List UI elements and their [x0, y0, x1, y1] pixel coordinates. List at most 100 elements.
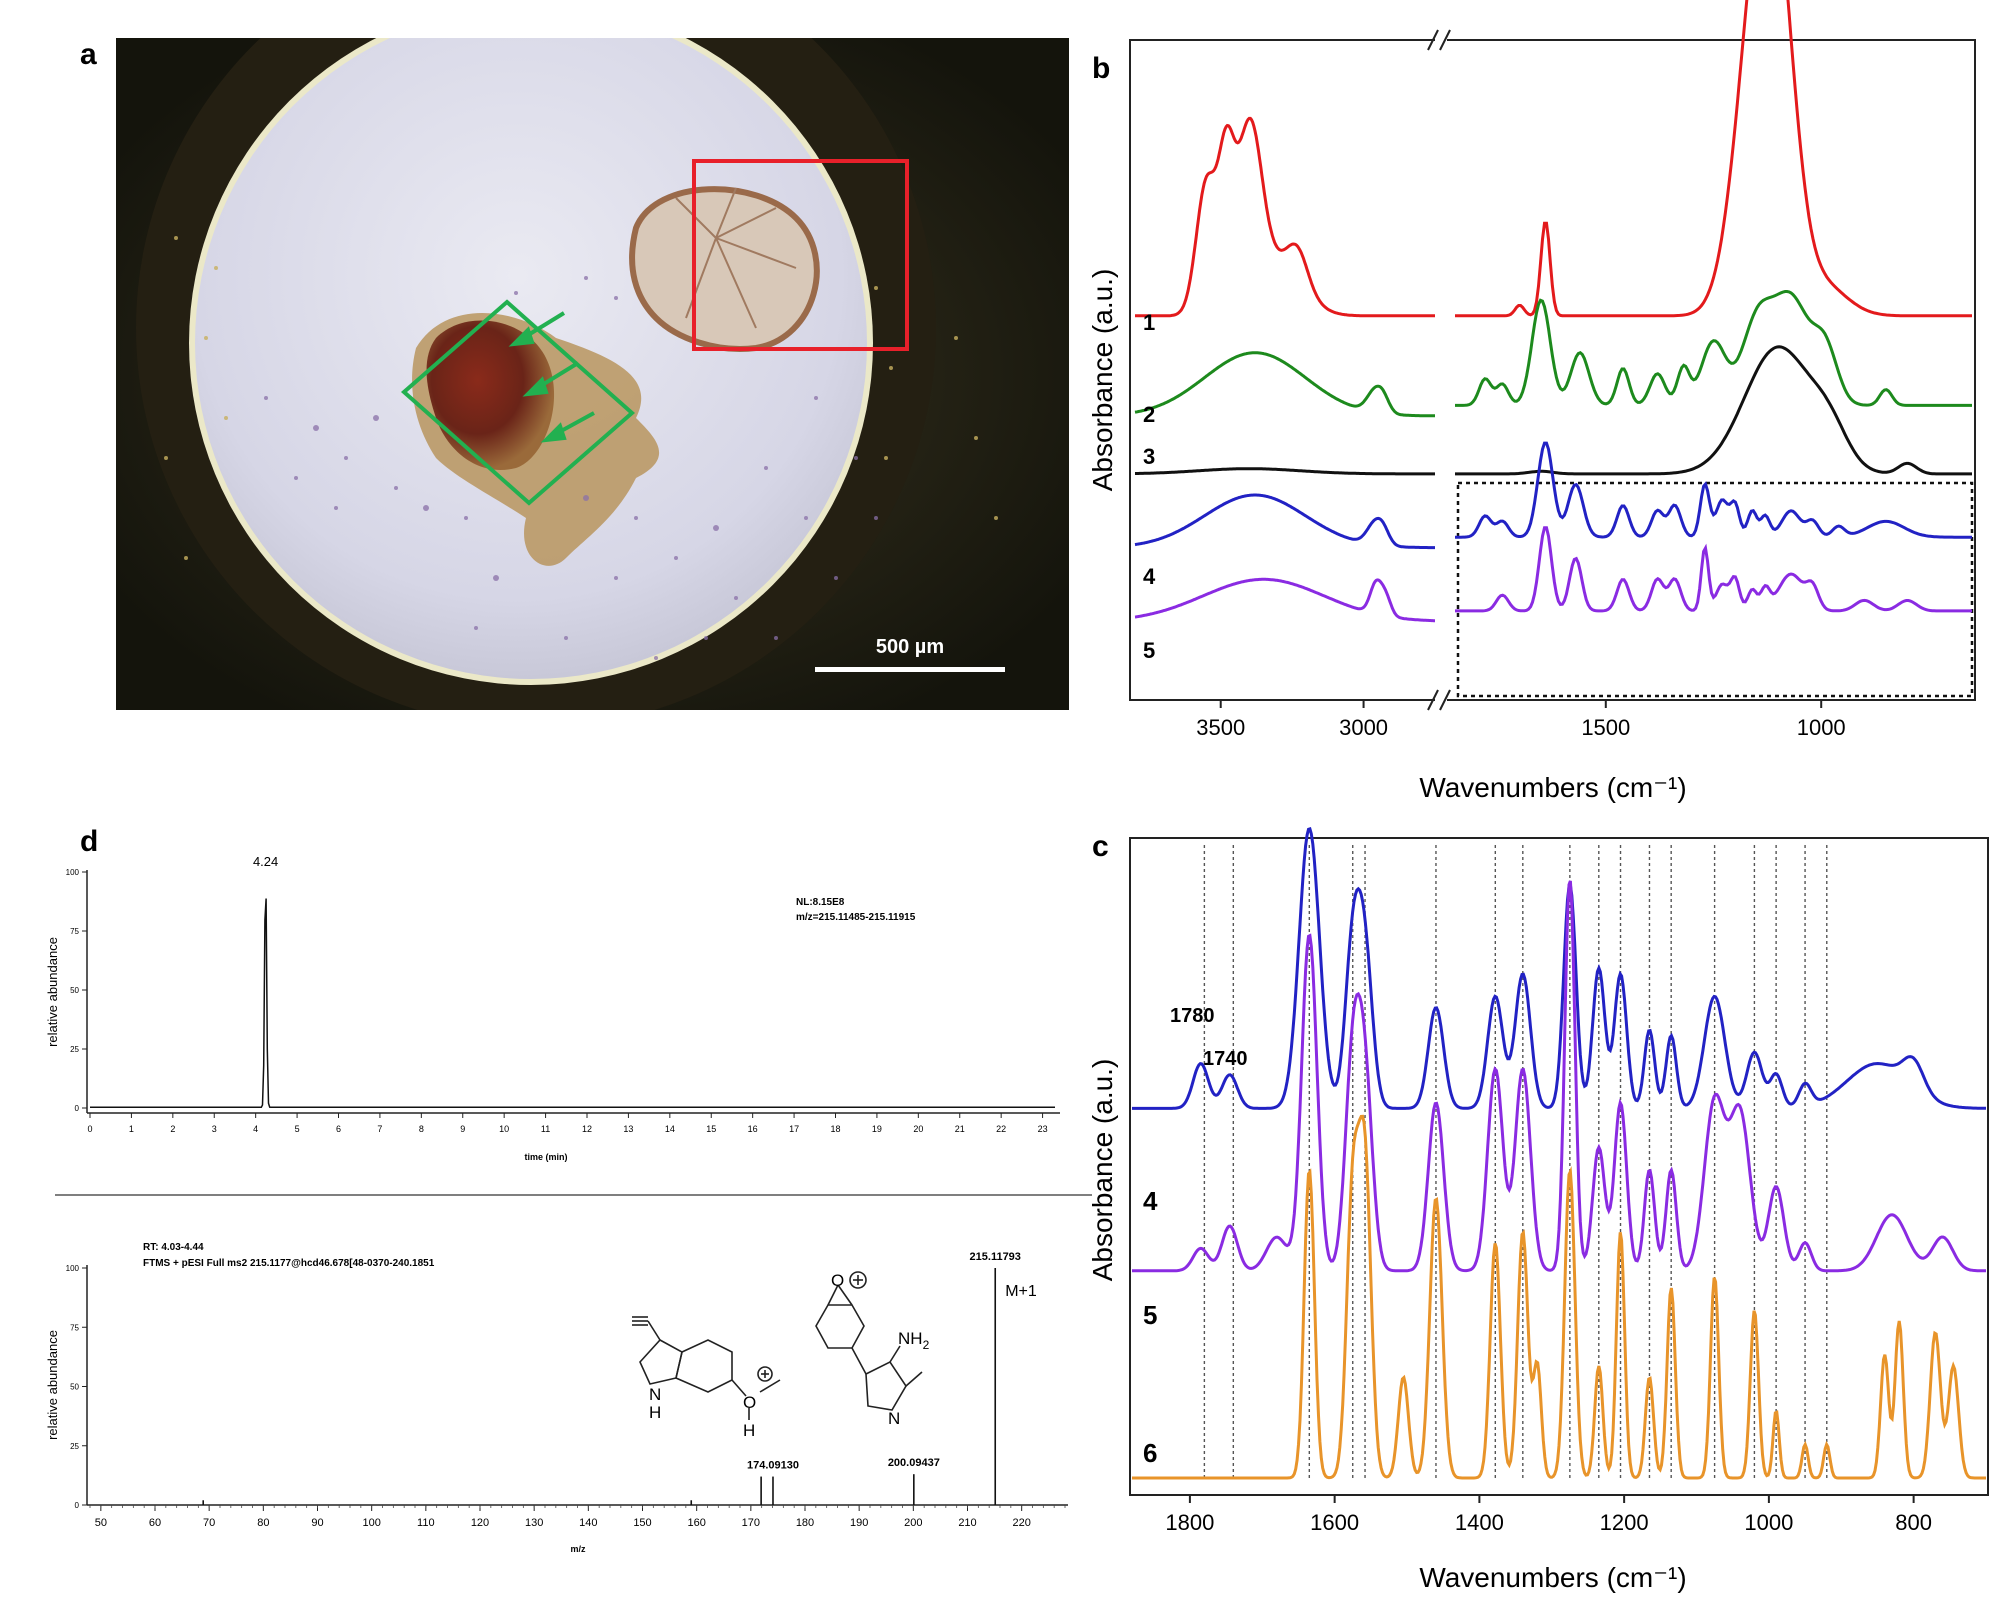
chart-d-bottom-peak-label-215: 215.11793 [970, 1251, 1021, 1263]
scale-bar-label: 500 µm [876, 636, 944, 658]
chart-d-top-tick-label-3: 3 [212, 1124, 217, 1134]
methyl-bond [905, 1371, 923, 1387]
chart-b-series-3-left [1135, 467, 1435, 476]
chart-c-tick-label-1200: 1200 [1600, 1510, 1649, 1535]
chart-d-bottom-tick-label-60: 60 [149, 1517, 161, 1529]
chart-c: 1800 1600 1400 1200 1000 800 1780 1740 4 5 6 … [1087, 827, 1989, 1593]
structure-pyrroline [815, 1271, 923, 1411]
chart-d-bottom-xlabel: m/z [570, 1544, 586, 1554]
structure-epoxide-o: O [831, 1271, 844, 1290]
chart-d-bottom-tick-label-70: 70 [203, 1517, 215, 1529]
chart-d-top-ytick-label-100: 100 [66, 868, 80, 877]
structure-indole-n: N [649, 1385, 661, 1404]
structure-indole-o: O [743, 1393, 756, 1412]
structure-nh2-sub: 2 [923, 1338, 930, 1352]
chart-d-bottom-ytick-label-100: 100 [66, 1264, 80, 1273]
halo-speckles [164, 236, 998, 560]
chart-b: 3500 3000 1500 1000 1 2 3 4 5 Wavenumbers (… [1087, 0, 1976, 803]
chart-d-top-trace [90, 898, 1055, 1109]
chart-c-label-4: 4 [1143, 1186, 1158, 1216]
panel-letter-a: a [80, 38, 97, 71]
chart-b-series-4-right [1455, 441, 1972, 539]
indole-benzene-ring [675, 1339, 733, 1393]
chart-d-bottom-tick-label-200: 200 [904, 1517, 922, 1529]
chart-d-bottom-tick-label-120: 120 [471, 1517, 489, 1529]
chart-d-top-ytick-label-75: 75 [70, 927, 79, 936]
chart-c-annotation-1740: 1740 [1203, 1048, 1248, 1070]
chart-d-bottom-tick-label-130: 130 [525, 1517, 543, 1529]
chart-c-series-4 [1132, 827, 1986, 1110]
scale-bar [815, 667, 1005, 672]
chart-d-top-tick-label-15: 15 [706, 1124, 716, 1134]
chart-d-top-tick-label-21: 21 [955, 1124, 965, 1134]
panel-letter-c: c [1092, 830, 1109, 863]
chart-d-top-peak-label: 4.24 [253, 854, 278, 869]
micrograph: 500 µm [116, 38, 1069, 710]
chart-d-top-tick-label-8: 8 [419, 1124, 424, 1134]
chart-c-tick-label-800: 800 [1895, 1510, 1932, 1535]
chart-c-tick-label-1600: 1600 [1310, 1510, 1359, 1535]
chart-d-top-tick-label-0: 0 [87, 1124, 92, 1134]
chart-c-annotation-1780: 1780 [1170, 1005, 1215, 1027]
chart-c-ylabel: Absorbance (a.u.) [1087, 1059, 1118, 1282]
structure-indole [632, 1316, 781, 1420]
chart-d-bottom: 50 60 70 80 90 100 110 120 130 140 150 160 170 180 190… [45, 1242, 1068, 1554]
chart-b-tick-label-3500: 3500 [1196, 715, 1245, 740]
chart-d-top-ytick-label-50: 50 [70, 986, 79, 995]
indole-pyrrole-ring [639, 1338, 683, 1385]
chart-d-top-tick-label-10: 10 [499, 1124, 509, 1134]
chart-d-bottom-peak-label-174: 174.09130 [747, 1460, 799, 1472]
chart-d-top-tick-label-9: 9 [460, 1124, 465, 1134]
chart-b-series-4-left [1134, 493, 1435, 550]
chart-b-ylabel: Absorbance (a.u.) [1087, 269, 1118, 492]
red-highlight-box [692, 159, 909, 351]
chart-d-top-tick-label-5: 5 [295, 1124, 300, 1134]
chart-d-bottom-tick-label-100: 100 [362, 1517, 380, 1529]
chart-b-label-3: 3 [1143, 444, 1155, 469]
chart-b-series-2-left [1134, 351, 1435, 418]
chart-d-top-tick-label-7: 7 [377, 1124, 382, 1134]
chart-b-tick-label-1000: 1000 [1797, 715, 1846, 740]
chart-d-top-tick-label-19: 19 [872, 1124, 882, 1134]
chart-d-bottom-peak-label-200: 200.09437 [888, 1457, 940, 1469]
chart-b-frame [1129, 39, 1976, 701]
chart-d-top-tick-label-20: 20 [913, 1124, 923, 1134]
chart-c-tick-label-1400: 1400 [1455, 1510, 1504, 1535]
green-highlight-box [400, 299, 636, 506]
phenyl-pyrroline-bond [851, 1347, 867, 1375]
chart-d-top-tick-label-11: 11 [541, 1124, 550, 1134]
chart-d-top-info-2: m/z=215.11485-215.11915 [796, 912, 916, 923]
chart-b-highlight-box [1456, 481, 1974, 698]
chart-b-xlabel: Wavenumbers (cm⁻¹) [1419, 772, 1686, 803]
structure-indole-h: H [649, 1403, 661, 1422]
chart-d-top-tick-label-16: 16 [748, 1124, 758, 1134]
o-methyl-bond [759, 1379, 781, 1393]
chart-d-top-tick-label-12: 12 [582, 1124, 592, 1134]
chart-b-series-5-right [1455, 526, 1972, 613]
chart-b-tick-label-3000: 3000 [1339, 715, 1388, 740]
panel-letter-b: b [1092, 52, 1111, 85]
chart-d-bottom-tick-label-190: 190 [850, 1517, 868, 1529]
red-stained-region [426, 320, 555, 470]
chart-b-break-gap-bottom [1435, 690, 1447, 710]
purple-particles [264, 276, 878, 660]
epoxide-bond-left [827, 1284, 839, 1306]
chart-d-bottom-tick-label-220: 220 [1012, 1517, 1030, 1529]
chart-c-label-6: 6 [1143, 1438, 1157, 1468]
chart-d-bottom-tick-label-80: 80 [257, 1517, 269, 1529]
chart-d-bottom-tick-label-90: 90 [311, 1517, 323, 1529]
chart-d-bottom-ytick-label-50: 50 [70, 1383, 79, 1392]
chart-d-bottom-tick-label-140: 140 [579, 1517, 597, 1529]
chart-d-bottom-tick-label-110: 110 [417, 1517, 435, 1529]
chart-d-top-tick-label-14: 14 [665, 1124, 675, 1134]
phenyl-ring [815, 1304, 865, 1349]
chart-d-bottom-tick-label-170: 170 [742, 1517, 760, 1529]
chart-b-tick-label-1500: 1500 [1581, 715, 1630, 740]
chart-c-tick-label-1000: 1000 [1744, 1510, 1793, 1535]
chart-d-top: 0 1 2 3 4 5 6 7 8 9 10 11 12 13 14 15 16 17 18 19 20 21 22 2302… [45, 854, 1060, 1162]
structure-nh2: NH2 [898, 1329, 930, 1352]
chart-d-bottom-ion-label: M+1 [1005, 1283, 1037, 1300]
chart-b-label-1: 1 [1143, 310, 1155, 335]
chart-d-top-tick-label-18: 18 [830, 1124, 840, 1134]
